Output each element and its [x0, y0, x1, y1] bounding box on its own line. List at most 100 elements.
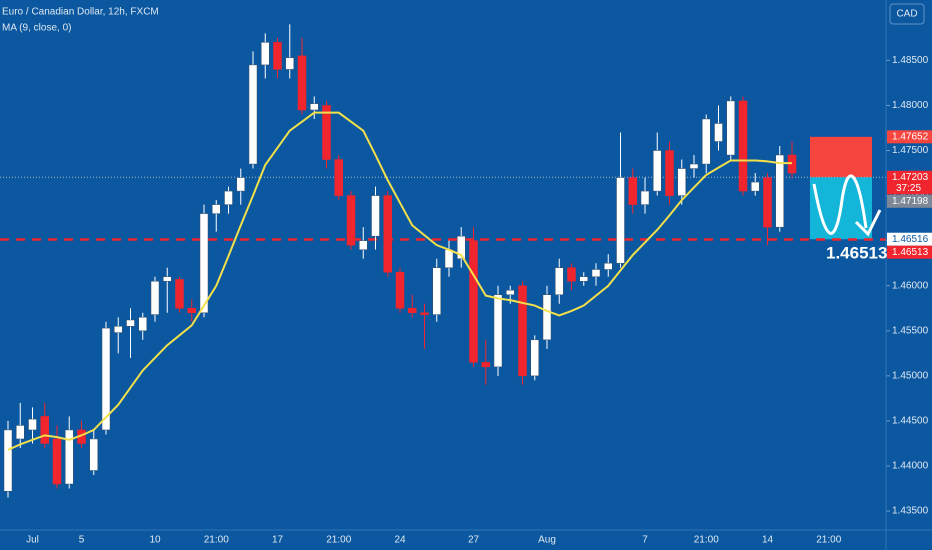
candle-body — [261, 42, 270, 66]
candle-body — [297, 55, 307, 111]
candle-body — [702, 118, 711, 165]
candle-body — [371, 195, 380, 237]
price-tag — [887, 170, 932, 184]
candle-body — [28, 418, 37, 431]
candle-body — [101, 327, 111, 431]
candle-body — [334, 159, 343, 196]
x-tick-label: 24 — [394, 535, 406, 546]
price-tag — [887, 245, 932, 259]
candle-body — [726, 100, 735, 156]
stop-zone — [810, 136, 872, 178]
candle-body — [395, 271, 405, 309]
price-tag-label: 1.47652 — [892, 131, 929, 142]
candle-body — [236, 177, 245, 192]
drawn-arrow-head — [854, 209, 882, 237]
x-tick-label: Jul — [26, 535, 39, 546]
candle-body — [273, 42, 282, 70]
x-tick-label: 21:00 — [326, 535, 351, 546]
candle-body — [65, 429, 74, 485]
y-tick-label: 1.44000 — [892, 461, 929, 472]
candle-body — [163, 276, 172, 282]
candle-body — [567, 267, 576, 282]
x-tick-label: 21:00 — [694, 535, 719, 546]
candle-body — [591, 269, 601, 277]
candle-body — [114, 326, 123, 333]
indicator-name: MA (9, close, 0) — [2, 23, 71, 34]
currency-label[interactable]: CAD — [896, 9, 917, 20]
y-tick-label: 1.44500 — [892, 416, 929, 427]
candle-body — [457, 235, 466, 259]
candle-body — [52, 438, 62, 485]
y-tick-label: 1.46000 — [892, 280, 929, 291]
candle-body — [775, 154, 784, 228]
annotation-text: 1.46513 — [826, 243, 887, 262]
y-tick-label: 1.48500 — [892, 55, 929, 66]
candle-body — [518, 285, 527, 377]
candle-body — [175, 279, 184, 309]
candle-body — [689, 163, 699, 169]
drawn-curve — [812, 174, 868, 235]
candle-body — [616, 177, 625, 264]
price-tag — [887, 194, 932, 208]
candle-body — [665, 150, 674, 196]
candle-body — [310, 103, 319, 111]
candle-body — [138, 317, 147, 332]
candle-body — [383, 195, 392, 273]
candle-body — [224, 190, 233, 205]
candle-body — [187, 308, 196, 314]
candle-body — [677, 168, 686, 196]
price-tag-label: 1.46513 — [892, 247, 929, 258]
candle-body — [212, 204, 221, 214]
candle-body — [751, 181, 760, 192]
candle-body — [346, 195, 356, 246]
currency-button[interactable] — [889, 3, 925, 25]
x-tick-label: 5 — [79, 535, 85, 546]
candle-body — [420, 312, 429, 315]
candle-body — [640, 190, 650, 205]
chart-title: Euro / Canadian Dollar, 12h, FXCM — [2, 7, 159, 18]
candle-body — [199, 213, 209, 314]
candle-body — [653, 150, 662, 192]
countdown: 37:25 — [896, 183, 921, 194]
y-tick-label: 1.45000 — [892, 371, 929, 382]
price-tag-label: 1.46516 — [892, 234, 929, 245]
x-tick-label: 14 — [762, 535, 774, 546]
y-tick-label: 1.45500 — [892, 325, 929, 336]
candle-body — [506, 289, 515, 295]
candle-body — [469, 240, 478, 363]
candle-body — [738, 100, 748, 192]
candle-body — [530, 339, 539, 377]
y-tick-label: 1.47500 — [892, 145, 929, 156]
x-tick-label: Aug — [538, 535, 556, 546]
y-tick-label: 1.48000 — [892, 100, 929, 111]
countdown-bg — [887, 182, 932, 195]
candle-body — [763, 177, 772, 228]
x-tick-label: 27 — [468, 535, 480, 546]
candle-body — [555, 267, 564, 295]
candle-body — [604, 262, 613, 270]
candle-body — [714, 123, 723, 142]
candle-body — [322, 105, 331, 160]
candle-body — [126, 319, 135, 327]
candle-body — [408, 308, 417, 314]
x-tick-label: 21:00 — [204, 535, 229, 546]
candle-body — [542, 294, 552, 341]
price-tag — [887, 130, 932, 144]
candle-body — [40, 416, 49, 444]
x-tick-label: 21:00 — [816, 535, 841, 546]
candle-body — [16, 425, 25, 440]
candle-body — [444, 249, 454, 268]
price-tag-label: 1.47203 — [892, 172, 929, 183]
x-tick-label: 7 — [642, 535, 648, 546]
candle-body — [150, 280, 160, 315]
candle-body — [493, 294, 503, 368]
candle-body — [628, 177, 637, 205]
candle-body — [481, 362, 490, 368]
candle-body — [89, 438, 98, 471]
candle-body — [285, 57, 294, 70]
y-tick-label: 1.43500 — [892, 506, 929, 517]
ma-line — [7, 111, 792, 451]
candle-body — [432, 267, 441, 315]
